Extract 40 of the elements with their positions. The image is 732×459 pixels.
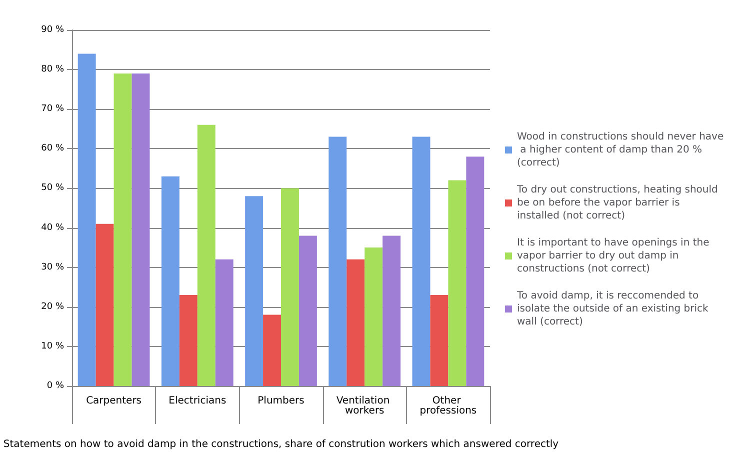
y-tick-label: 20 %: [41, 302, 64, 312]
y-tick-label: 70 %: [41, 104, 64, 114]
y-tick-label: 40 %: [41, 222, 64, 233]
bar: [328, 136, 347, 386]
bar: [430, 295, 448, 386]
bar: [161, 176, 180, 386]
bar: [298, 236, 317, 386]
bar: [114, 74, 132, 386]
y-tick-label: 30 %: [41, 262, 64, 272]
bar: [263, 314, 281, 386]
bar: [96, 224, 114, 386]
y-tick-label: 80 %: [41, 64, 64, 75]
legend-label: To avoid damp, it is reccomended to isolate the outside of an existing brick wall (correct): [516, 290, 712, 328]
y-tick-label: 90 %: [41, 25, 64, 35]
bar: [132, 74, 150, 386]
y-tick-label: 10 %: [41, 341, 64, 352]
x-tick-label: Ventilation workers: [336, 396, 393, 416]
bar: [78, 54, 96, 386]
bar: [412, 136, 430, 386]
bar: [179, 295, 198, 386]
bar: [364, 248, 383, 386]
y-tick-label: 60 %: [41, 144, 64, 154]
bar: [281, 188, 299, 386]
bar: [215, 259, 234, 386]
y-tick-label: 50 %: [41, 183, 64, 194]
bar: [448, 180, 466, 386]
bar: [346, 259, 365, 386]
x-tick-label: Carpenters: [86, 396, 142, 406]
bar: [245, 196, 264, 386]
legend-label: Wood in constructions should never have a higher content of damp than 20 % (correct): [517, 132, 724, 168]
x-axis-title: Statements on how to avoid damp in the constructions, share of constrution workers which answered correctly: [3, 439, 559, 450]
bar: [197, 124, 216, 386]
legend-label: To dry out constructions, heating should be on before the vapor barrier is installed (not correct): [516, 184, 722, 222]
legend-label: It is important to have openings in the vapor barrier to dry out damp in constructions (not correct): [517, 238, 712, 274]
x-tick-label: Plumbers: [258, 396, 304, 406]
y-tick-label: 0 %: [46, 381, 64, 391]
bar: [466, 156, 484, 386]
bar: [382, 236, 401, 386]
x-tick-label: Electricians: [168, 396, 226, 406]
x-tick-label: Other professions: [420, 396, 477, 416]
